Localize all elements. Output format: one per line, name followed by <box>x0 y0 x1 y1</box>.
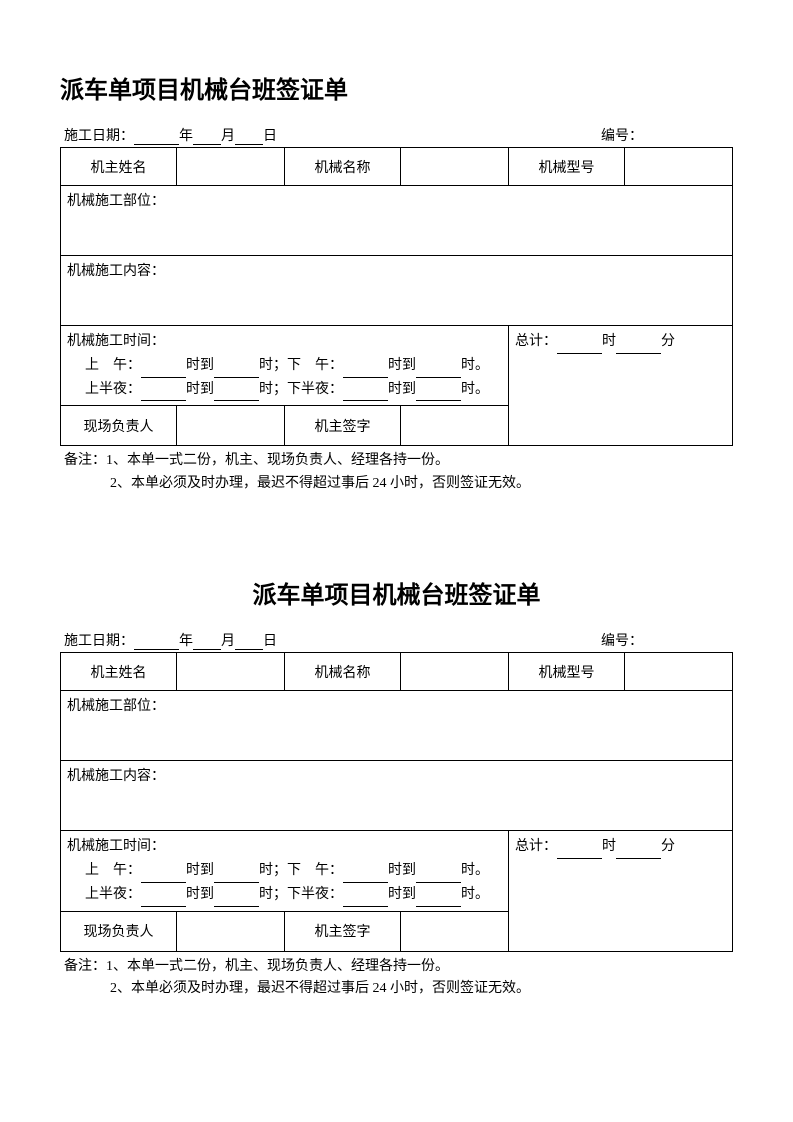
content-row: 机械施工内容： <box>61 256 733 326</box>
number-section-1: 编号： <box>601 125 733 145</box>
month-blank[interactable] <box>193 131 221 145</box>
machine-model-value-2[interactable] <box>625 653 733 691</box>
site-manager-label-2: 现场负责人 <box>61 911 177 951</box>
form-table-1: 机主姓名 机械名称 机械型号 机械施工部位： 机械施工内容： 机械施工时间： 上… <box>60 147 733 446</box>
owner-name-value[interactable] <box>177 148 285 186</box>
location-row: 机械施工部位： <box>61 186 733 256</box>
machine-name-value-2[interactable] <box>401 653 509 691</box>
content-cell-2[interactable]: 机械施工内容： <box>61 761 733 831</box>
total-cell-2[interactable]: 总计：时分 <box>509 831 733 951</box>
notes-2: 备注：1、本单一式二份，机主、现场负责人、经理各持一份。 2、本单必须及时办理，… <box>60 952 733 1001</box>
form-table-2: 机主姓名 机械名称 机械型号 机械施工部位： 机械施工内容： 机械施工时间： 上… <box>60 652 733 951</box>
form-title-2: 派车单项目机械台班签证单 <box>60 575 733 610</box>
header-line-1: 施工日期：年月日 编号： <box>60 125 733 145</box>
year-blank[interactable] <box>134 131 179 145</box>
total-cell[interactable]: 总计：时分 <box>509 326 733 446</box>
location-row-2: 机械施工部位： <box>61 691 733 761</box>
day-blank-2[interactable] <box>235 636 263 650</box>
machine-model-label: 机械型号 <box>509 148 625 186</box>
time-row: 机械施工时间： 上 午：时到时；下 午：时到时。 上半夜：时到时；下半夜：时到时… <box>61 326 733 406</box>
notes-1: 备注：1、本单一式二份，机主、现场负责人、经理各持一份。 2、本单必须及时办理，… <box>60 446 733 495</box>
site-manager-value-2[interactable] <box>177 911 285 951</box>
time-detail-cell-2[interactable]: 机械施工时间： 上 午：时到时；下 午：时到时。 上半夜：时到时；下半夜：时到时… <box>61 831 509 911</box>
owner-name-value-2[interactable] <box>177 653 285 691</box>
owner-sign-label: 机主签字 <box>285 406 401 446</box>
site-manager-value[interactable] <box>177 406 285 446</box>
location-cell-2[interactable]: 机械施工部位： <box>61 691 733 761</box>
owner-sign-value-2[interactable] <box>401 911 509 951</box>
date-section-2: 施工日期：年月日 <box>64 630 601 650</box>
month-blank-2[interactable] <box>193 636 221 650</box>
form-block-1: 派车单项目机械台班签证单 施工日期：年月日 编号： 机主姓名 机械名称 机械型号… <box>60 70 733 495</box>
location-cell[interactable]: 机械施工部位： <box>61 186 733 256</box>
machine-model-value[interactable] <box>625 148 733 186</box>
site-manager-label: 现场负责人 <box>61 406 177 446</box>
content-row-2: 机械施工内容： <box>61 761 733 831</box>
table-row-header: 机主姓名 机械名称 机械型号 <box>61 148 733 186</box>
year-blank-2[interactable] <box>134 636 179 650</box>
owner-name-label-2: 机主姓名 <box>61 653 177 691</box>
header-line-2: 施工日期：年月日 编号： <box>60 630 733 650</box>
time-row-2: 机械施工时间： 上 午：时到时；下 午：时到时。 上半夜：时到时；下半夜：时到时… <box>61 831 733 911</box>
date-section-1: 施工日期：年月日 <box>64 125 601 145</box>
machine-name-value[interactable] <box>401 148 509 186</box>
time-detail-cell[interactable]: 机械施工时间： 上 午：时到时；下 午：时到时。 上半夜：时到时；下半夜：时到时… <box>61 326 509 406</box>
form-block-2: 派车单项目机械台班签证单 施工日期：年月日 编号： 机主姓名 机械名称 机械型号… <box>60 575 733 1000</box>
machine-name-label: 机械名称 <box>285 148 401 186</box>
owner-sign-value[interactable] <box>401 406 509 446</box>
owner-name-label: 机主姓名 <box>61 148 177 186</box>
form-title-1: 派车单项目机械台班签证单 <box>60 70 733 105</box>
machine-model-label-2: 机械型号 <box>509 653 625 691</box>
table-row-header-2: 机主姓名 机械名称 机械型号 <box>61 653 733 691</box>
owner-sign-label-2: 机主签字 <box>285 911 401 951</box>
content-cell[interactable]: 机械施工内容： <box>61 256 733 326</box>
machine-name-label-2: 机械名称 <box>285 653 401 691</box>
number-section-2: 编号： <box>601 630 733 650</box>
day-blank[interactable] <box>235 131 263 145</box>
